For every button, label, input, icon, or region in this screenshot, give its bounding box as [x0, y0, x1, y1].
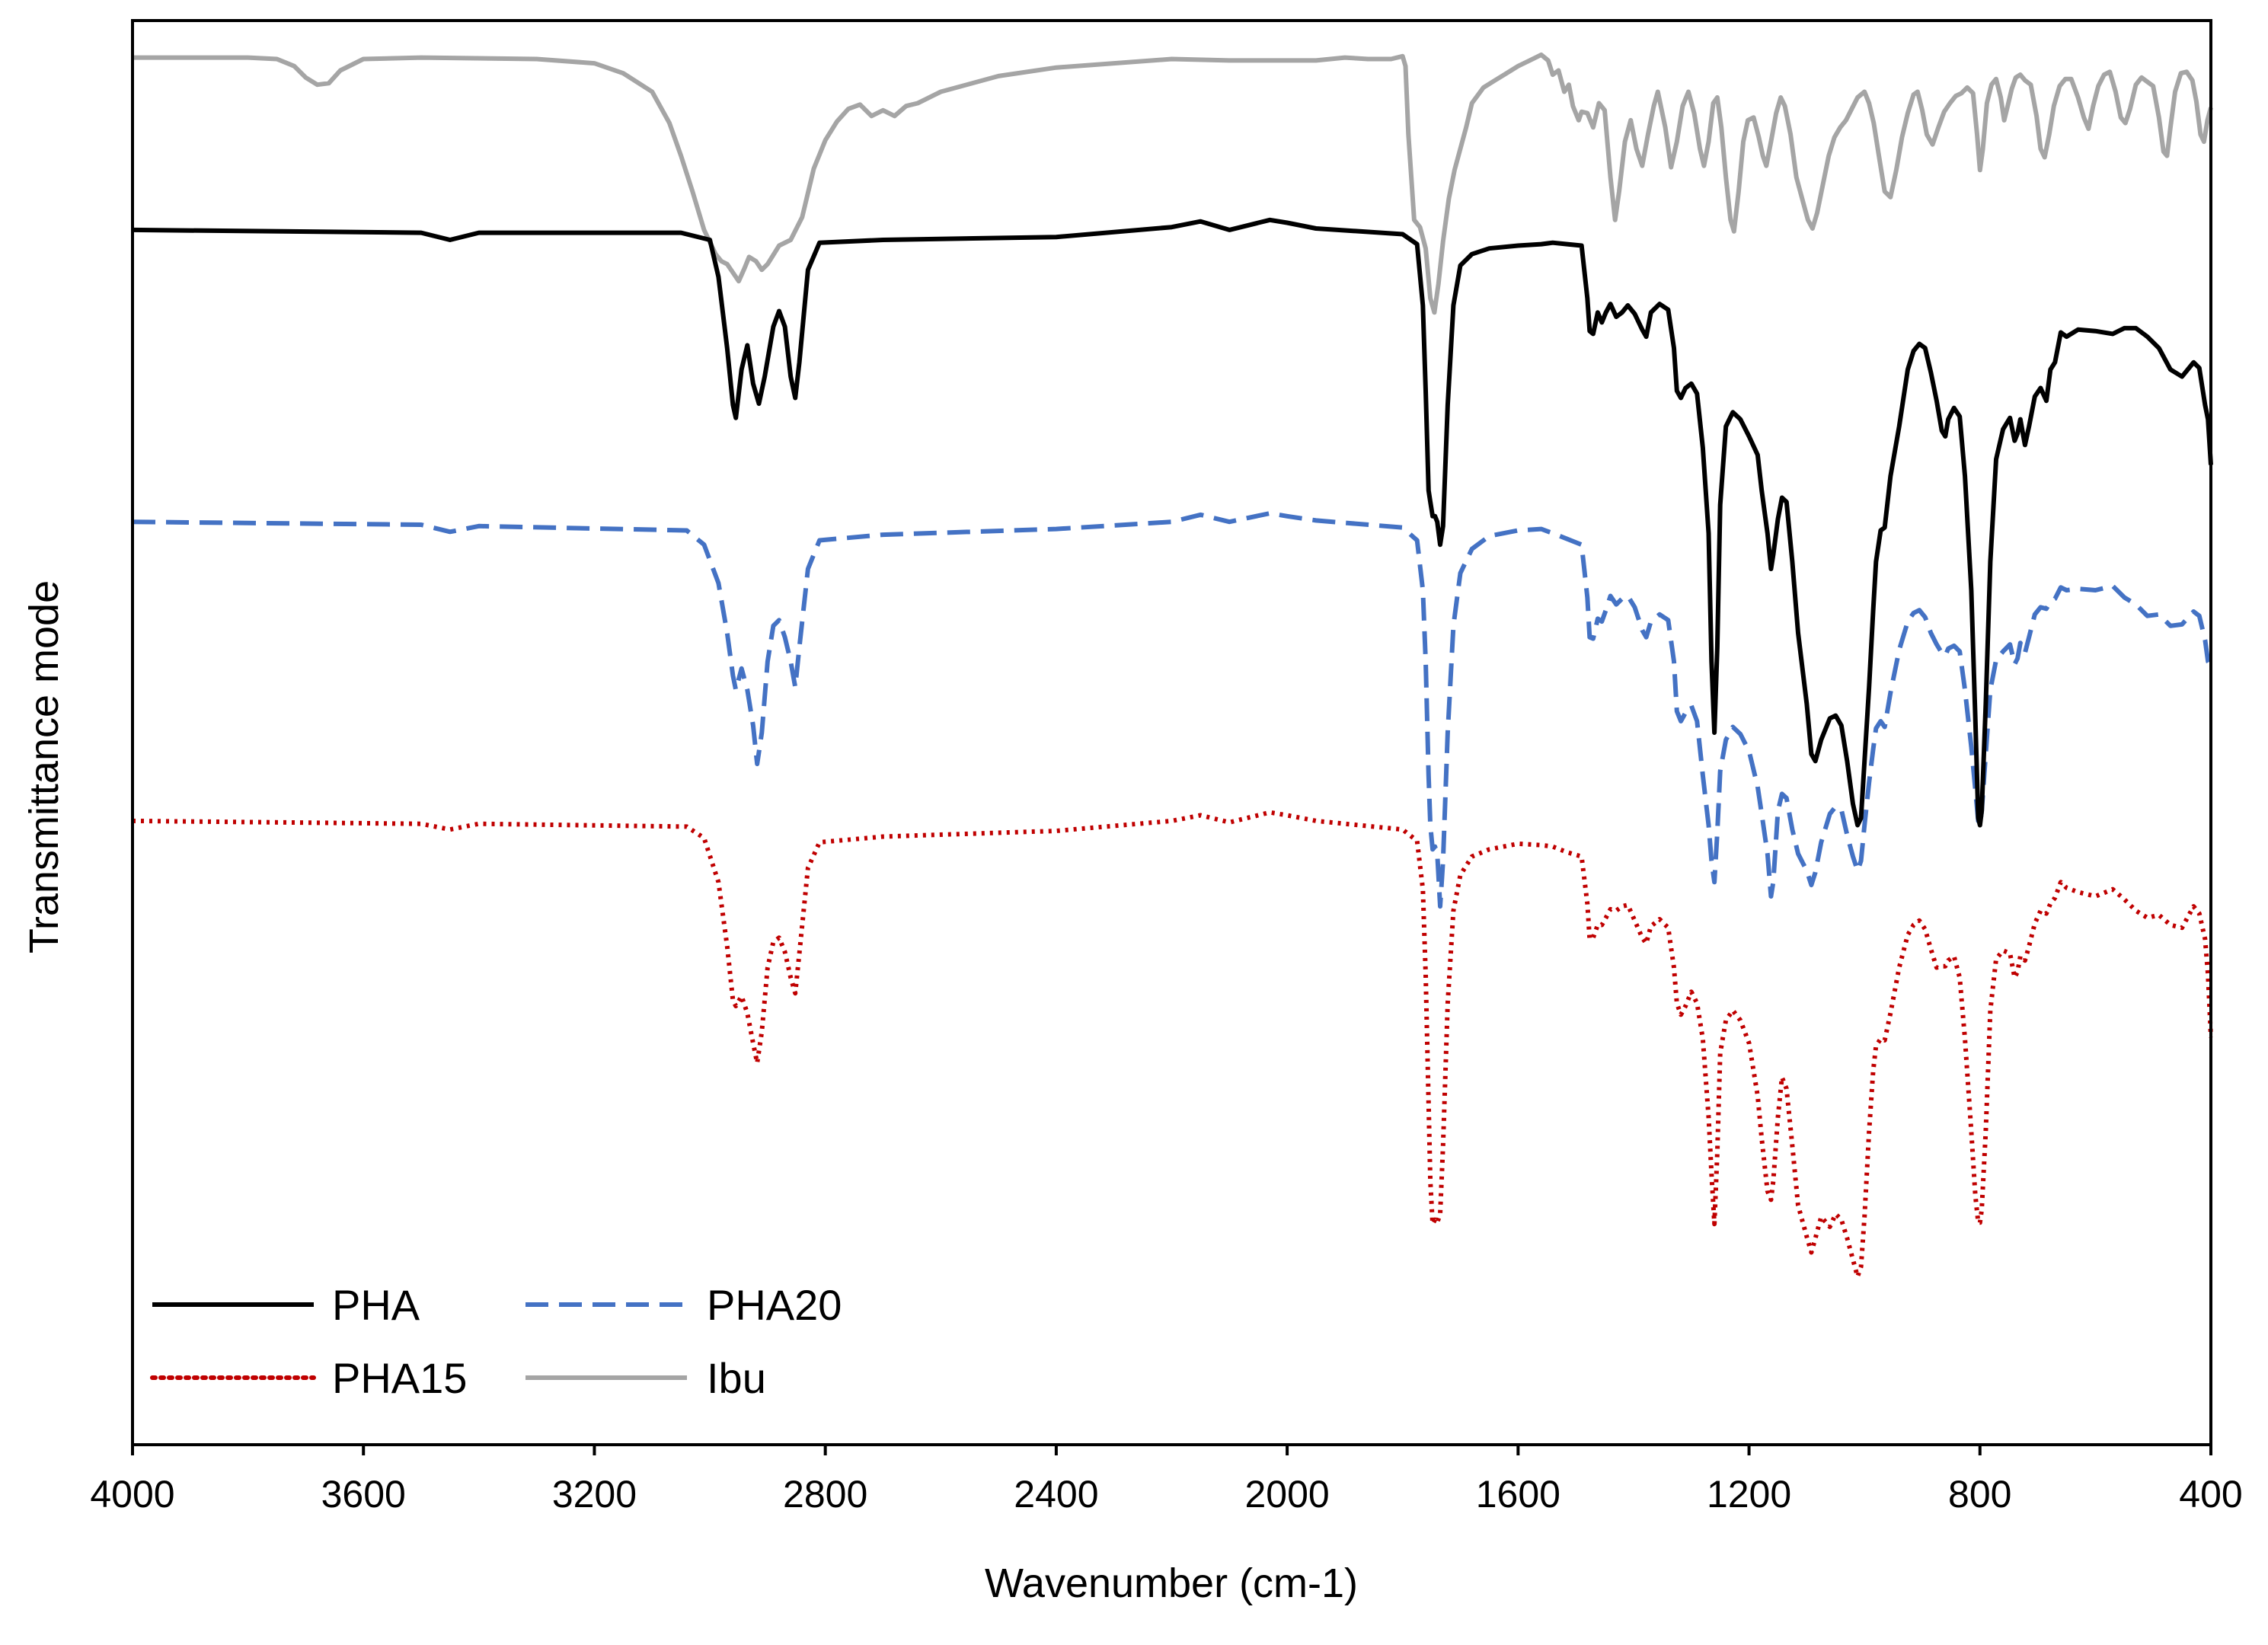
series-line-ibu	[133, 52, 2213, 315]
x-tick-label: 3600	[321, 1473, 406, 1516]
legend: PHA PHA20 PHA15 Ibu	[150, 1281, 842, 1402]
y-axis-title: Transmittance mode	[21, 580, 67, 953]
series-line-pha	[132, 217, 2213, 828]
series-line-pha15	[132, 810, 2213, 1279]
legend-label-pha: PHA	[332, 1281, 420, 1329]
legend-label-pha15: PHA15	[332, 1354, 467, 1402]
x-axis: 4000 3600 3200 2800 2400 2000 1600 1200 800 400	[90, 1445, 2243, 1516]
x-tick-label: 400	[2179, 1473, 2242, 1516]
x-tick-label: 4000	[90, 1473, 174, 1516]
x-axis-title: Wavenumber (cm-1)	[985, 1560, 1358, 1606]
x-tick-label: 1200	[1707, 1473, 1791, 1516]
series-layer	[132, 52, 2213, 1279]
series-line-pha20	[132, 511, 2213, 909]
x-tick-label: 800	[1948, 1473, 2011, 1516]
legend-label-pha20: PHA20	[707, 1281, 842, 1329]
plot-frame	[131, 19, 2212, 1446]
x-tick-label: 2000	[1244, 1473, 1329, 1516]
legend-label-ibu: Ibu	[707, 1354, 766, 1402]
x-tick-label: 1600	[1476, 1473, 1560, 1516]
x-tick-label: 3200	[552, 1473, 637, 1516]
x-tick-label: 2400	[1014, 1473, 1098, 1516]
x-tick-label: 2800	[783, 1473, 867, 1516]
